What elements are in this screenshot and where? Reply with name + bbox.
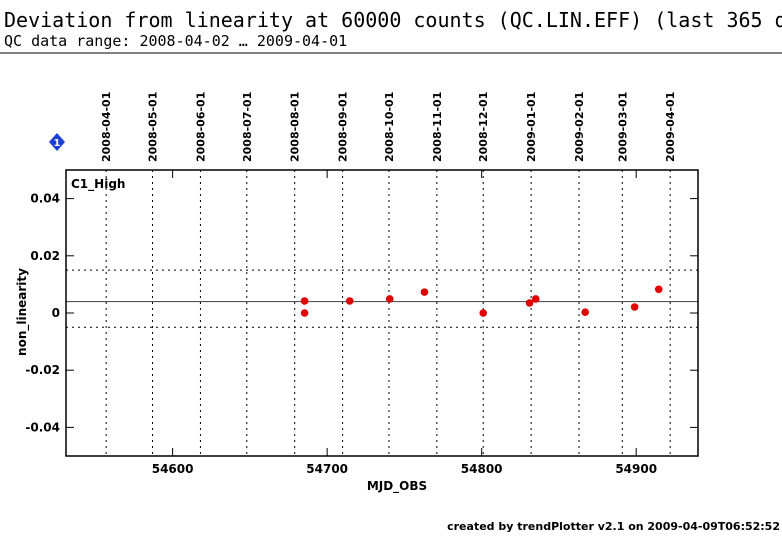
date-tick-label: 2009-03-01 xyxy=(616,92,629,162)
chart-title: Deviation from linearity at 60000 counts… xyxy=(4,8,782,32)
x-tick-label: 54600 xyxy=(152,462,194,476)
date-tick-label: 2009-02-01 xyxy=(573,92,586,162)
panel-label: C1_High xyxy=(71,177,125,192)
data-point xyxy=(420,288,429,296)
data-point xyxy=(479,309,488,317)
data-point xyxy=(531,295,540,303)
y-tick-label: -0.04 xyxy=(25,420,60,434)
date-tick-label: 2008-12-01 xyxy=(477,92,490,162)
x-tick-label: 54700 xyxy=(306,462,348,476)
data-point xyxy=(581,308,589,316)
date-tick-label: 2009-04-01 xyxy=(664,92,677,162)
x-axis-label: MJD_OBS xyxy=(367,479,427,494)
x-tick-label: 54900 xyxy=(615,462,657,476)
date-tick-label: 2008-04-01 xyxy=(100,92,113,162)
data-point xyxy=(300,297,309,305)
x-tick-label: 54800 xyxy=(461,462,503,476)
date-tick-label: 2008-09-01 xyxy=(337,92,350,162)
data-point xyxy=(345,297,354,305)
date-tick-label: 2008-08-01 xyxy=(289,92,302,162)
footer: created by trendPlotter v2.1 on 2009-04-… xyxy=(447,520,780,533)
data-point xyxy=(300,309,309,317)
info-marker xyxy=(49,133,65,151)
y-tick-label: 0.04 xyxy=(30,192,60,206)
data-point xyxy=(630,303,639,311)
y-tick-label: -0.02 xyxy=(25,363,60,377)
date-tick-label: 2009-01-01 xyxy=(525,92,538,162)
date-tick-label: 2008-05-01 xyxy=(147,92,160,162)
date-tick-label: 2008-11-01 xyxy=(431,92,444,162)
date-tick-label: 2008-07-01 xyxy=(241,92,254,162)
y-tick-label: 0 xyxy=(52,306,60,320)
info-marker-label: 1 xyxy=(54,138,61,149)
y-tick-label: 0.02 xyxy=(30,249,60,263)
date-tick-label: 2008-10-01 xyxy=(383,92,396,162)
date-tick-label: 2008-06-01 xyxy=(194,92,207,162)
chart-subtitle: QC data range: 2008-04-02 … 2009-04-01 xyxy=(4,32,347,50)
data-point xyxy=(525,299,534,307)
data-point xyxy=(654,285,663,294)
y-axis-label: non_linearity xyxy=(15,268,30,356)
data-point xyxy=(385,295,394,303)
plot-frame xyxy=(65,169,699,457)
